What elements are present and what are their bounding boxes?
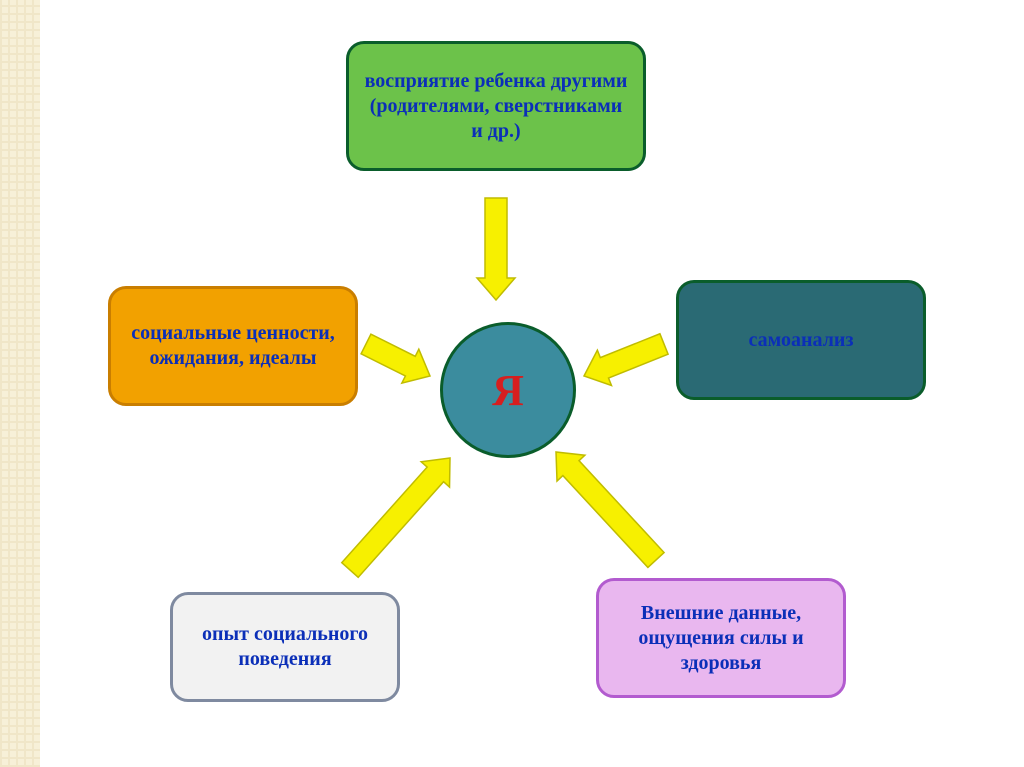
decorative-sidebar: [0, 0, 40, 767]
node-right-text: самоанализ: [749, 328, 854, 353]
node-bottom-right-text: Внешние данные, ощущения силы и здоровья: [613, 601, 829, 676]
arrow-left: [358, 327, 439, 393]
node-right: самоанализ: [676, 280, 926, 400]
node-bottom-right: Внешние данные, ощущения силы и здоровья: [596, 578, 846, 698]
arrow-bottom-right: [542, 439, 670, 573]
center-node: Я: [440, 322, 576, 458]
arrow-top: [477, 198, 515, 300]
node-top: восприятие ребенка другими (родителями, …: [346, 41, 646, 171]
arrow-bottom-left: [336, 445, 464, 582]
arrow-right: [577, 326, 671, 393]
center-label: Я: [492, 365, 524, 416]
node-left-text: социальные ценности, ожидания, идеалы: [125, 321, 341, 371]
node-bottom-left-text: опыт социального поведения: [187, 622, 383, 672]
node-left: социальные ценности, ожидания, идеалы: [108, 286, 358, 406]
node-top-text: восприятие ребенка другими (родителями, …: [363, 69, 629, 144]
node-bottom-left: опыт социального поведения: [170, 592, 400, 702]
